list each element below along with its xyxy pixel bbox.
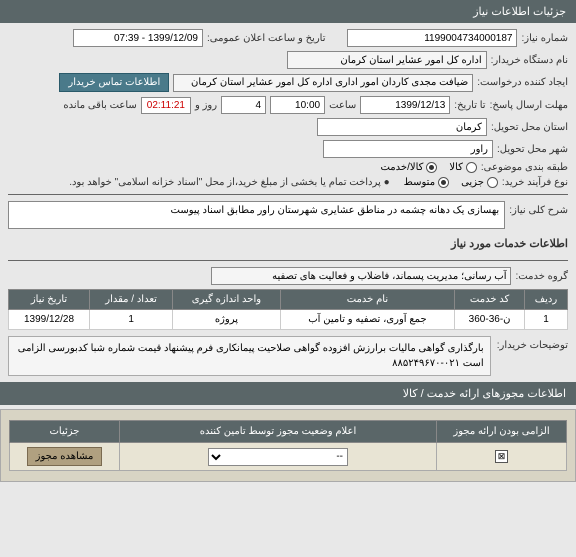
delivery-city-label: شهر محل تحویل: [497, 144, 568, 155]
perm-col-mandatory: الزامی بودن ارائه مجوز [437, 421, 567, 443]
days-label: روز و [195, 100, 217, 111]
perm-table: الزامی بودن ارائه مجوز اعلام وضعیت مجوز … [9, 420, 567, 471]
until-date: 1399/12/13 [360, 96, 450, 114]
radio-goods[interactable]: کالا [449, 162, 477, 173]
cell: جمع آوری، تصفیه و تامین آب [280, 310, 455, 330]
status-select[interactable]: -- [208, 448, 348, 466]
col-name: نام خدمت [280, 290, 455, 310]
table-row: 1 ن-36-360 جمع آوری، تصفیه و تامین آب پر… [9, 310, 568, 330]
radio-medium[interactable]: متوسط [404, 177, 449, 188]
need-title-box: بهسازی یک دهانه چشمه در مناطق عشایری شهر… [8, 201, 505, 229]
buyer-notes-box: بارگذاری گواهی مالیات برارزش افزوده گواه… [8, 336, 491, 376]
cell: 1 [90, 310, 173, 330]
buyer-contact-button[interactable]: اطلاعات تماس خریدار [59, 73, 169, 92]
radio-icon [426, 162, 437, 173]
need-no-value: 1199004734000187 [347, 29, 517, 47]
radio-minor-label: جزیی [461, 177, 484, 188]
radio-medium-label: متوسط [404, 177, 435, 188]
buyer-org-label: نام دستگاه خریدار: [491, 55, 568, 66]
radio-service-label: کالا/خدمت [380, 162, 423, 173]
mandatory-checkbox[interactable]: ⊠ [495, 450, 508, 463]
col-date: تاریخ نیاز [9, 290, 90, 310]
radio-icon [487, 177, 498, 188]
creator-value: ضیافت مجدی کاردان امور اداری اداره کل ام… [173, 74, 473, 92]
proc-note: ● پرداخت تمام یا بخشی از مبلغ خرید،از مح… [69, 177, 389, 188]
service-group-value: آب رسانی؛ مدیریت پسماند، فاضلاب و فعالیت… [211, 267, 511, 285]
delivery-prov: کرمان [317, 118, 487, 136]
announce-label: تاریخ و ساعت اعلان عمومی: [207, 33, 326, 44]
divider [8, 260, 568, 261]
perm-section: الزامی بودن ارائه مجوز اعلام وضعیت مجوز … [0, 409, 576, 482]
need-title-label: شرح کلی نیاز: [509, 201, 568, 216]
perm-mandatory-cell: ⊠ [437, 443, 567, 471]
service-table: ردیف کد خدمت نام خدمت واحد اندازه گیری ت… [8, 289, 568, 330]
until-label: تا تاریخ: [454, 100, 485, 111]
proc-type-label: نوع فرآیند خرید: [502, 177, 568, 188]
radio-goods-label: کالا [449, 162, 463, 173]
subject-cat-label: طبقه بندی موضوعی: [481, 162, 568, 173]
col-qty: تعداد / مقدار [90, 290, 173, 310]
perm-col-status: اعلام وضعیت مجوز توسط تامین کننده [120, 421, 437, 443]
countdown-timer: 02:11:21 [141, 97, 191, 114]
days-remaining: 4 [221, 96, 266, 114]
proc-type-radios: جزیی متوسط [404, 177, 498, 188]
time-label: ساعت [329, 100, 356, 111]
cell: پروژه [173, 310, 280, 330]
creator-label: ایجاد کننده درخواست: [477, 77, 568, 88]
header-need-details: جزئیات اطلاعات نیاز [0, 0, 576, 23]
divider [8, 194, 568, 195]
radio-minor[interactable]: جزیی [461, 177, 498, 188]
perm-details-cell: مشاهده مجوز [10, 443, 120, 471]
buyer-org-value: اداره کل امور عشایر استان کرمان [287, 51, 487, 69]
deadline-label: مهلت ارسال پاسخ: [490, 100, 568, 111]
col-unit: واحد اندازه گیری [173, 290, 280, 310]
buyer-notes-label: توضیحات خریدار: [497, 336, 568, 351]
col-row: ردیف [524, 290, 567, 310]
perm-row: ⊠ -- مشاهده مجوز [10, 443, 567, 471]
until-time: 10:00 [270, 96, 325, 114]
need-no-label: شماره نیاز: [521, 33, 568, 44]
subject-cat-radios: کالا کالا/خدمت [380, 162, 476, 173]
radio-icon [438, 177, 449, 188]
cell: 1399/12/28 [9, 310, 90, 330]
header-permissions: اطلاعات مجوزهای ارائه خدمت / کالا [0, 382, 576, 405]
col-code: کد خدمت [455, 290, 525, 310]
cell: ن-36-360 [455, 310, 525, 330]
perm-status-cell: -- [120, 443, 437, 471]
radio-service[interactable]: کالا/خدمت [380, 162, 437, 173]
remain-label: ساعت باقی مانده [63, 100, 136, 111]
form-body: شماره نیاز: 1199004734000187 تاریخ و ساع… [0, 23, 576, 382]
cell: 1 [524, 310, 567, 330]
service-info-header: اطلاعات خدمات مورد نیاز [8, 233, 568, 254]
delivery-city: راور [323, 140, 493, 158]
view-permission-button[interactable]: مشاهده مجوز [27, 447, 103, 466]
service-group-label: گروه خدمت: [515, 271, 568, 282]
perm-col-details: جزئیات [10, 421, 120, 443]
delivery-prov-label: استان محل تحویل: [491, 122, 568, 133]
radio-icon [466, 162, 477, 173]
announce-value: 1399/12/09 - 07:39 [73, 29, 203, 47]
